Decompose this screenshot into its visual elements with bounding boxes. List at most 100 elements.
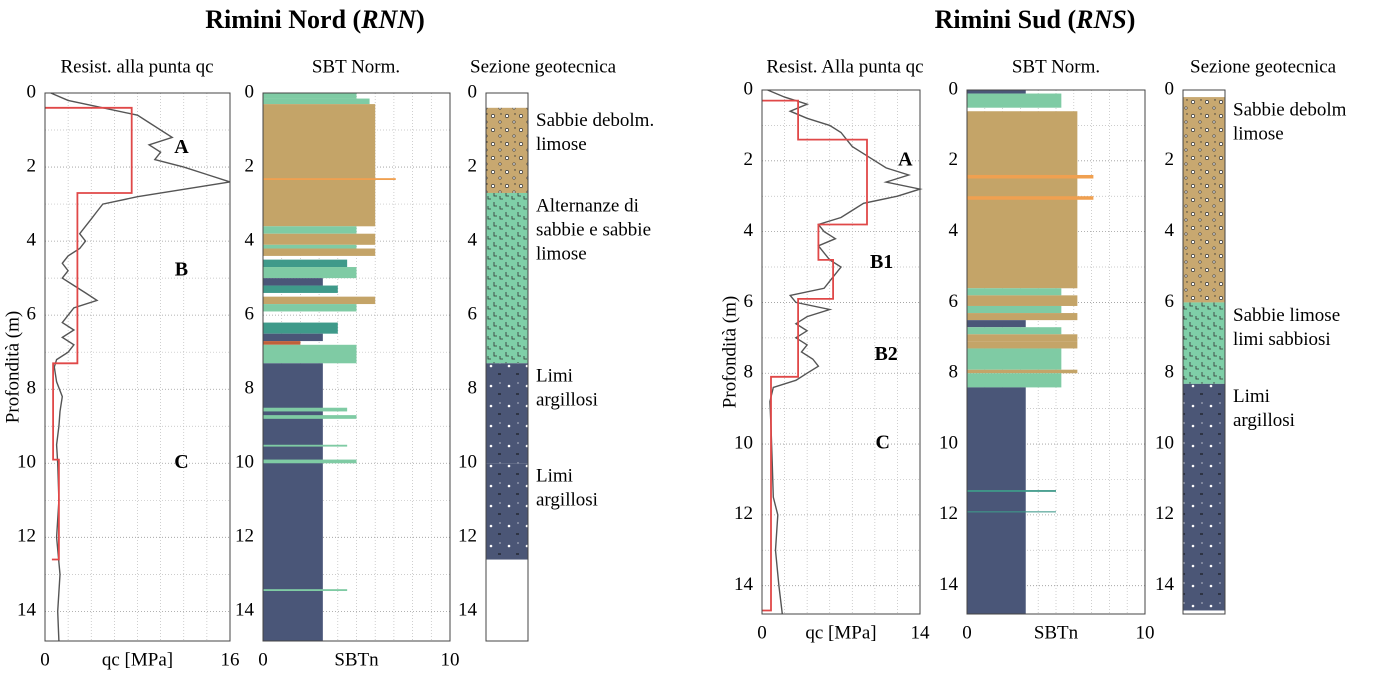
x-axis-label: qc [MPa] xyxy=(102,649,173,670)
stratum-label: limi sabbiosi xyxy=(1233,329,1331,350)
stratum-texture xyxy=(1183,383,1225,611)
stratum-label: limose xyxy=(536,243,587,264)
y-tick-label: 8 xyxy=(1165,362,1175,383)
y-tick-label: 4 xyxy=(27,229,37,250)
plot-frame xyxy=(966,89,1146,615)
panel-title: Sezione geotecnica xyxy=(1190,56,1337,77)
plot-frame xyxy=(485,92,529,642)
sbt-layer xyxy=(263,233,376,245)
sbt-layer xyxy=(967,174,1094,179)
zone-label: A xyxy=(174,136,189,158)
y-tick-label: 6 xyxy=(27,304,37,325)
stratum-label: Sabbie debolm. xyxy=(536,110,654,131)
y-axis-label: Profondità (m) xyxy=(2,311,23,423)
y-tick-label: 10 xyxy=(235,452,254,473)
x-tick-label: 14 xyxy=(911,622,931,643)
sbt-layer xyxy=(967,334,1078,342)
sbt-layer xyxy=(263,178,396,181)
sbt-layer xyxy=(967,348,1062,370)
y-tick-label: 2 xyxy=(949,149,959,170)
y-tick-label: 6 xyxy=(1165,291,1175,312)
sbt-layer xyxy=(967,305,1062,314)
zone-label: A xyxy=(898,148,913,170)
x-axis-label: SBTn xyxy=(334,649,379,670)
stratum-texture xyxy=(486,107,528,193)
sbt-layer xyxy=(263,248,376,256)
y-tick-label: 8 xyxy=(744,362,754,383)
y-tick-label: 2 xyxy=(468,155,478,176)
sbt-layer xyxy=(967,196,1094,200)
sbt-layer xyxy=(967,313,1078,321)
y-tick-label: 4 xyxy=(468,229,478,250)
sbt-layer xyxy=(263,589,348,592)
sbt-layer xyxy=(967,387,1026,614)
y-tick-label: 12 xyxy=(734,503,753,524)
stratum-label: Limi xyxy=(536,366,573,387)
sbt-layer xyxy=(263,415,357,419)
y-tick-label: 6 xyxy=(245,304,255,325)
sbt-layer xyxy=(263,322,338,334)
sbt-layer xyxy=(967,295,1078,306)
sbt-layer xyxy=(263,104,376,227)
zone-label: C xyxy=(174,451,188,473)
y-tick-label: 6 xyxy=(949,291,959,312)
y-tick-label: 8 xyxy=(27,378,37,399)
plot-frame xyxy=(1182,89,1226,615)
y-tick-label: 2 xyxy=(27,155,37,176)
x-axis-label: qc [MPa] xyxy=(805,622,876,643)
y-tick-label: 4 xyxy=(1165,220,1175,241)
x-axis-label: SBTn xyxy=(1034,622,1079,643)
sbt-layer xyxy=(263,407,348,412)
y-tick-label: 14 xyxy=(1155,574,1175,595)
y-tick-label: 10 xyxy=(939,432,958,453)
sbt-layer xyxy=(263,363,323,641)
stratum-label: Limi xyxy=(1233,386,1270,407)
site-title: Rimini Sud (RNS) xyxy=(935,5,1136,34)
plot-frame xyxy=(262,92,451,642)
profile-line xyxy=(767,89,923,615)
sbt-layer xyxy=(263,333,323,342)
stratum-label: limose xyxy=(536,134,587,155)
panel-title: Sezione geotecnica xyxy=(470,56,617,77)
y-tick-label: 14 xyxy=(939,574,959,595)
stratum-label: argillosi xyxy=(536,490,598,511)
sbt-layer xyxy=(263,267,357,279)
y-tick-label: 12 xyxy=(17,526,36,547)
y-tick-label: 8 xyxy=(245,378,255,399)
stratum-texture xyxy=(486,463,528,560)
y-tick-label: 10 xyxy=(17,452,36,473)
y-tick-label: 6 xyxy=(744,291,754,312)
stratum-label: Alternanze di xyxy=(536,195,639,216)
sbt-layer xyxy=(967,511,1056,513)
sbt-layer xyxy=(263,344,357,364)
x-tick-label: 0 xyxy=(962,622,972,643)
x-tick-label: 10 xyxy=(1136,622,1155,643)
y-tick-label: 0 xyxy=(949,78,959,99)
y-tick-label: 0 xyxy=(1165,78,1175,99)
stratum-texture xyxy=(486,192,528,364)
sbt-layer xyxy=(263,459,357,464)
y-tick-label: 2 xyxy=(744,149,754,170)
sbt-layer xyxy=(263,278,323,286)
sbt-layer xyxy=(263,244,357,249)
plot-frame xyxy=(44,92,231,642)
sbt-layer xyxy=(967,369,1078,374)
y-tick-label: 2 xyxy=(1165,149,1175,170)
y-tick-label: 14 xyxy=(458,600,478,621)
stratum-texture xyxy=(1183,302,1225,384)
stratum-texture xyxy=(1183,97,1225,303)
panel-title: SBT Norm. xyxy=(312,56,400,77)
y-tick-label: 6 xyxy=(468,304,478,325)
stratum-label: limose xyxy=(1233,123,1284,144)
stratum-label: argillosi xyxy=(536,390,598,411)
y-tick-label: 12 xyxy=(235,526,254,547)
sbt-layer xyxy=(263,304,357,312)
y-tick-label: 0 xyxy=(245,81,255,102)
y-tick-label: 4 xyxy=(744,220,754,241)
zone-label: B xyxy=(175,258,188,280)
plot-frame xyxy=(761,89,921,615)
stratum-label: Sabbie limose xyxy=(1233,305,1340,326)
site-title: Rimini Nord (RNN) xyxy=(205,5,425,34)
